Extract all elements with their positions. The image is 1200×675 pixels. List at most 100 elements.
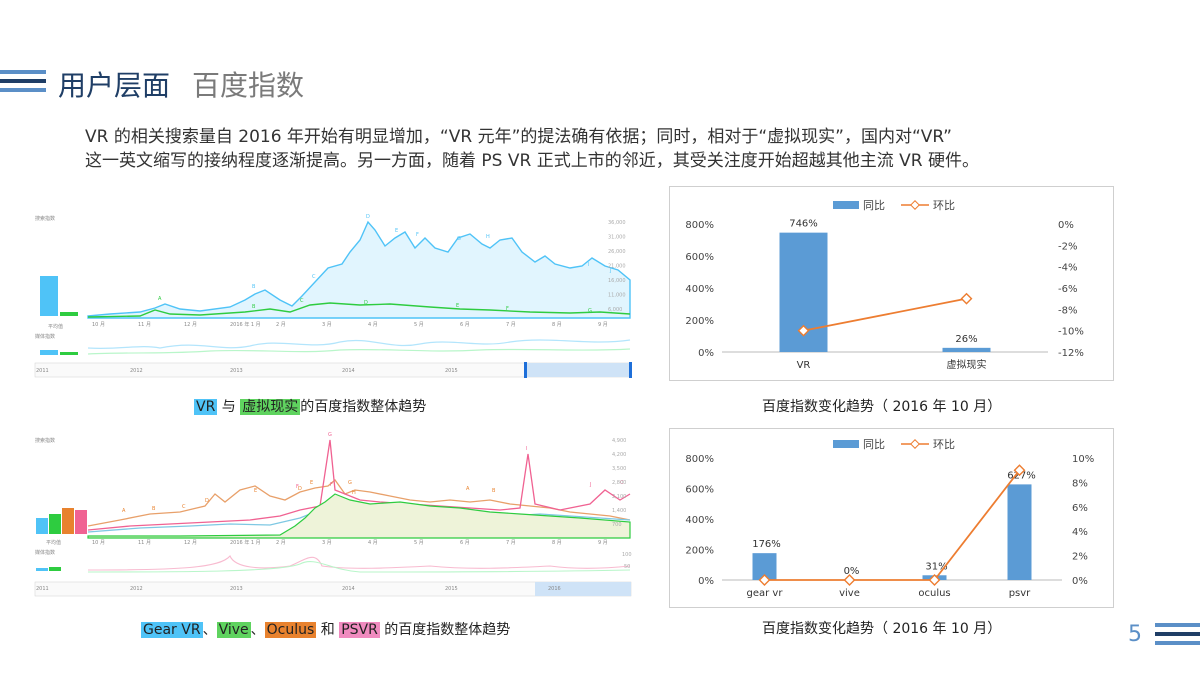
- t2-marker: G: [348, 480, 352, 486]
- trend1-legend-top: 搜索指数: [35, 215, 55, 222]
- chart2-bar-label: 176%: [752, 539, 781, 550]
- page-number: 5: [1128, 622, 1142, 647]
- caption-sep-2: 、: [250, 622, 265, 638]
- t1-ytick: 6,000: [608, 307, 622, 313]
- t1-year-label: 2014: [342, 368, 355, 374]
- trend1-range-handle-left[interactable]: [524, 362, 527, 378]
- t1-year-label: 2011: [36, 368, 49, 374]
- t2-ytick: 2,800: [612, 480, 626, 486]
- t2-marker: D: [205, 498, 209, 504]
- t2-ytick: 700: [612, 522, 622, 528]
- t1-marker: I: [588, 262, 589, 268]
- chart2-legend-bar-label: 同比: [863, 438, 885, 451]
- t1-ytick: 11,000: [608, 293, 626, 299]
- trend1-months: 10 月 11 月 12 月 2016 年 1 月 2 月 3 月 4 月 5 月 6 月 7 月…: [92, 321, 608, 328]
- chart1-bar-label: 26%: [955, 334, 977, 345]
- trend1-timeline-range[interactable]: [525, 363, 631, 377]
- chart1-yleft-tick: 400%: [685, 284, 714, 295]
- chart1-line-point: [797, 324, 810, 337]
- header-stripes-icon: [0, 70, 46, 97]
- t2-marker: J: [589, 482, 591, 488]
- trend1-legend-mid: 媒体指数: [35, 333, 55, 340]
- chart1-legend-line-marker: [910, 200, 920, 210]
- trend1-xn-line: [87, 302, 631, 318]
- chart1-yleft-tick: 800%: [685, 220, 714, 231]
- trend1-avg-bar-vr: [40, 276, 58, 316]
- chart1-yleft-tick: 600%: [685, 252, 714, 263]
- chart1-legend-line-label: 环比: [933, 199, 955, 212]
- chart2-yleft-tick: 400%: [685, 515, 714, 526]
- trend2-legend-mid: 媒体指数: [35, 549, 55, 556]
- t1-year-label: 2015: [445, 368, 458, 374]
- chart2-line-point: [843, 574, 856, 586]
- trend1-vr-line: [87, 220, 631, 319]
- t1-marker: C: [300, 298, 304, 304]
- chart2-yright-tick: 2%: [1072, 552, 1088, 563]
- chart2-bar-label: 627%: [1007, 470, 1036, 481]
- chart1-line: [797, 292, 973, 337]
- trend2-years: 2011 2012 2013 2014 2015 2016: [36, 586, 561, 592]
- chart1-bar-label: 746%: [789, 219, 818, 230]
- chart1-legend-bar-label: 同比: [863, 199, 885, 212]
- t2-month-label: 8 月: [552, 540, 562, 546]
- t1-month-label: 10 月: [92, 322, 105, 328]
- t2-year-label: 2014: [342, 586, 355, 592]
- trend2-avg-vive: [49, 514, 61, 534]
- chart1-yright-tick: -8%: [1058, 305, 1077, 316]
- t1-marker: C: [312, 274, 316, 280]
- t2-marker: D: [298, 486, 302, 492]
- t2-month-label: 2016 年 1 月: [230, 539, 261, 546]
- t2-marker: B: [492, 488, 496, 494]
- chart2-yright-tick: 8%: [1072, 478, 1088, 489]
- chart2-legend-line-marker: [910, 439, 920, 449]
- chart2-yleft-tick: 800%: [685, 454, 714, 465]
- intro-text: VR 的相关搜索量自 2016 年开始有明显增加，“VR 元年”的提法确有依据；…: [85, 125, 1095, 173]
- chart2-line-point: [928, 574, 941, 586]
- chart2-line: [758, 464, 1026, 586]
- trend2-media-line-b: [87, 561, 631, 573]
- chart2-line-path: [764, 469, 1021, 581]
- trend2-psvr-line: [87, 439, 631, 531]
- caption-sep-3: 和: [316, 622, 340, 638]
- caption-oculus: Oculus: [264, 622, 317, 638]
- chart1-bars: 746% 26% VR 虚拟现实: [779, 219, 991, 371]
- chart2-yleft-tick: 0%: [698, 576, 714, 587]
- intro-line-2: 这一英文缩写的接纳程度逐渐提高。另一方面，随着 PS VR 正式上市的邻近，其受…: [85, 151, 979, 171]
- trend1-range-handle-right[interactable]: [629, 362, 632, 378]
- t2-month-label: 12 月: [184, 540, 197, 546]
- chart1-yright-tick: -4%: [1058, 263, 1077, 274]
- t1-month-label: 11 月: [138, 322, 151, 328]
- t2-month-label: 3 月: [322, 540, 332, 546]
- caption-sep-1: 、: [202, 622, 217, 638]
- chart2-yleft-tick: 200%: [685, 546, 714, 557]
- t2-month-label: 2 月: [276, 540, 286, 546]
- t1-marker: D: [366, 214, 370, 220]
- chart1-panel: 同比 环比 800% 600% 400% 200% 0% 0% -2% -4% -6% -8% -10%…: [669, 186, 1114, 381]
- t2-month-label: 11 月: [138, 540, 151, 546]
- t1-month-label: 2 月: [276, 322, 286, 328]
- trend2-caption: Gear VR、 Vive、 Oculus 和 PSVR 的百度指数整体趋势: [141, 619, 510, 639]
- chart2-yright-tick: 10%: [1072, 454, 1094, 465]
- t2-marker: E: [310, 480, 313, 486]
- trend2-timeline-range[interactable]: [535, 582, 631, 596]
- t2-month-label: 5 月: [414, 540, 424, 546]
- title-main: 用户层面: [58, 69, 171, 102]
- footer-stripes-icon: [1155, 623, 1200, 650]
- intro-line-1: VR 的相关搜索量自 2016 年开始有明显增加，“VR 元年”的提法确有依据；…: [85, 127, 952, 147]
- t1-marker: F: [506, 306, 509, 312]
- trend1-avg-label: 平均值: [48, 323, 63, 330]
- trend2-avg-gearvr-2: [36, 568, 48, 571]
- t1-year-label: 2013: [230, 368, 243, 374]
- chart2-bar: [1007, 484, 1032, 580]
- t1-ytick: 26,000: [608, 249, 626, 255]
- t1-month-label: 2016 年 1 月: [230, 321, 261, 328]
- t2-year-label: 2012: [130, 586, 143, 592]
- t1-month-label: 12 月: [184, 322, 197, 328]
- t2-ytick: 2,100: [612, 494, 626, 500]
- chart1-yleft-tick: 0%: [698, 348, 714, 359]
- t1-month-label: 6 月: [460, 322, 470, 328]
- t1-marker: E: [395, 228, 398, 234]
- t2-marker: B: [152, 506, 156, 512]
- t2-marker: A: [466, 486, 470, 492]
